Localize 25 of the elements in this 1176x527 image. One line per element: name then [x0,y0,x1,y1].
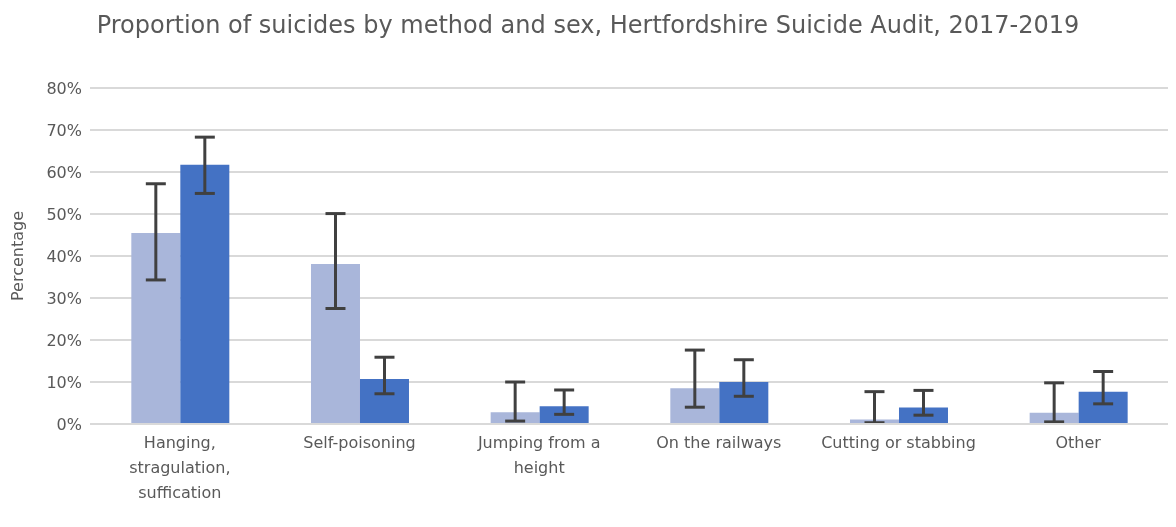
x-tick-label: Hanging, stragulation, suffication [129,433,231,502]
y-tick-label: 10% [46,372,82,392]
x-tick-label: Jumping from a height [476,433,601,477]
y-tick-label: 70% [46,120,82,140]
y-tick-label: 60% [46,162,82,182]
bar [310,263,360,424]
chart-title: Proportion of suicides by method and sex, Hertfordshire Suicide Audit, 2017-2019 [95,10,1081,41]
bar [719,382,769,424]
y-tick-label: 40% [46,246,82,266]
bar [1078,391,1128,424]
x-tick-label: Other [1055,433,1102,452]
y-tick-label: 0% [56,414,82,434]
y-tick-label: 80% [46,78,82,98]
y-tick-label: 50% [46,204,82,224]
x-tick-label: Cutting or stabbing [821,433,976,452]
y-tick-label: 20% [46,330,82,350]
x-tick-label: On the railways [656,433,782,452]
bar [539,406,589,424]
bar [670,388,720,424]
bar [131,232,181,424]
x-tick-label: Self-poisoning [303,433,416,452]
bar [359,379,409,424]
bar [180,164,230,424]
y-tick-label: 30% [46,288,82,308]
y-axis-title: Percentage [7,210,27,302]
